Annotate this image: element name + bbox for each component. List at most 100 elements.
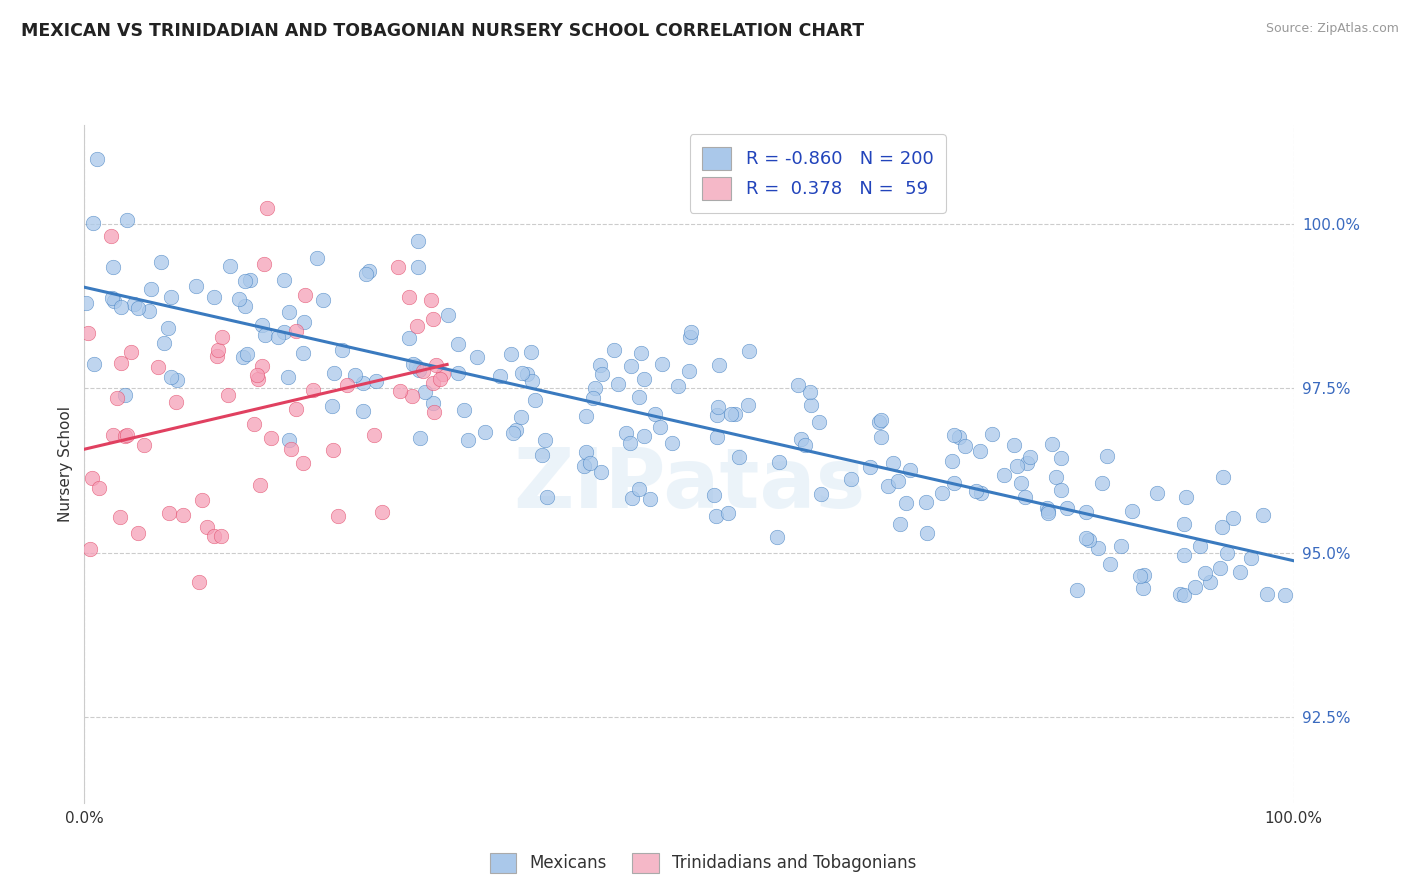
- Point: [1066, 583, 1088, 598]
- Point: [581, 391, 603, 405]
- Point: [307, 251, 329, 265]
- Point: [103, 293, 125, 308]
- Point: [1132, 582, 1154, 596]
- Point: [405, 359, 427, 373]
- Point: [575, 409, 598, 423]
- Point: [127, 526, 149, 541]
- Point: [332, 343, 354, 357]
- Point: [1099, 558, 1122, 572]
- Point: [1128, 569, 1150, 583]
- Point: [707, 358, 730, 372]
- Point: [110, 301, 132, 315]
- Point: [1212, 470, 1234, 484]
- Point: [354, 267, 377, 281]
- Point: [510, 367, 533, 381]
- Point: [233, 273, 256, 287]
- Point: [509, 409, 531, 424]
- Point: [1170, 587, 1192, 601]
- Point: [153, 336, 176, 351]
- Point: [207, 343, 229, 357]
- Point: [633, 372, 655, 386]
- Point: [1240, 550, 1263, 565]
- Point: [101, 291, 124, 305]
- Point: [159, 289, 181, 303]
- Point: [706, 408, 728, 422]
- Point: [326, 509, 349, 524]
- Point: [799, 398, 821, 412]
- Point: [344, 368, 367, 382]
- Point: [366, 375, 388, 389]
- Point: [1074, 504, 1097, 518]
- Point: [870, 413, 893, 427]
- Point: [948, 430, 970, 444]
- Point: [679, 330, 702, 344]
- Point: [969, 444, 991, 458]
- Text: ZIPatas: ZIPatas: [513, 443, 865, 524]
- Point: [190, 492, 212, 507]
- Point: [583, 381, 606, 395]
- Point: [1005, 459, 1028, 474]
- Point: [579, 456, 602, 470]
- Point: [1216, 546, 1239, 560]
- Point: [285, 401, 308, 416]
- Point: [572, 458, 595, 473]
- Point: [1002, 438, 1025, 452]
- Point: [1199, 574, 1222, 589]
- Point: [285, 324, 308, 338]
- Point: [100, 229, 122, 244]
- Point: [633, 429, 655, 443]
- Point: [619, 436, 641, 450]
- Point: [114, 388, 136, 402]
- Point: [894, 496, 917, 510]
- Point: [628, 482, 651, 496]
- Legend: Mexicans, Trinidadians and Tobagonians: Mexicans, Trinidadians and Tobagonians: [482, 847, 924, 880]
- Point: [108, 509, 131, 524]
- Point: [138, 304, 160, 318]
- Point: [247, 372, 270, 386]
- Point: [768, 455, 790, 469]
- Point: [1010, 476, 1032, 491]
- Point: [1056, 500, 1078, 515]
- Point: [277, 305, 299, 319]
- Point: [219, 260, 242, 274]
- Point: [1045, 470, 1067, 484]
- Point: [1229, 566, 1251, 580]
- Y-axis label: Nursery School: Nursery School: [58, 406, 73, 522]
- Point: [765, 530, 787, 544]
- Point: [422, 396, 444, 410]
- Point: [1274, 588, 1296, 602]
- Point: [931, 485, 953, 500]
- Point: [661, 435, 683, 450]
- Point: [278, 433, 301, 447]
- Point: [898, 463, 921, 477]
- Point: [267, 330, 290, 344]
- Point: [239, 273, 262, 287]
- Point: [246, 368, 269, 382]
- Point: [357, 264, 380, 278]
- Point: [1184, 580, 1206, 594]
- Point: [249, 478, 271, 492]
- Point: [101, 428, 124, 442]
- Point: [474, 425, 496, 440]
- Point: [363, 427, 385, 442]
- Point: [1091, 475, 1114, 490]
- Point: [141, 282, 163, 296]
- Point: [523, 393, 546, 408]
- Point: [252, 318, 274, 332]
- Point: [638, 492, 661, 507]
- Point: [877, 479, 900, 493]
- Point: [322, 443, 344, 458]
- Point: [75, 296, 97, 310]
- Point: [1211, 520, 1233, 534]
- Point: [157, 321, 180, 335]
- Point: [953, 439, 976, 453]
- Point: [1095, 450, 1118, 464]
- Point: [202, 529, 225, 543]
- Point: [1017, 456, 1039, 470]
- Point: [387, 260, 409, 275]
- Point: [1222, 510, 1244, 524]
- Point: [250, 359, 273, 373]
- Point: [321, 400, 343, 414]
- Point: [420, 293, 443, 307]
- Point: [352, 404, 374, 418]
